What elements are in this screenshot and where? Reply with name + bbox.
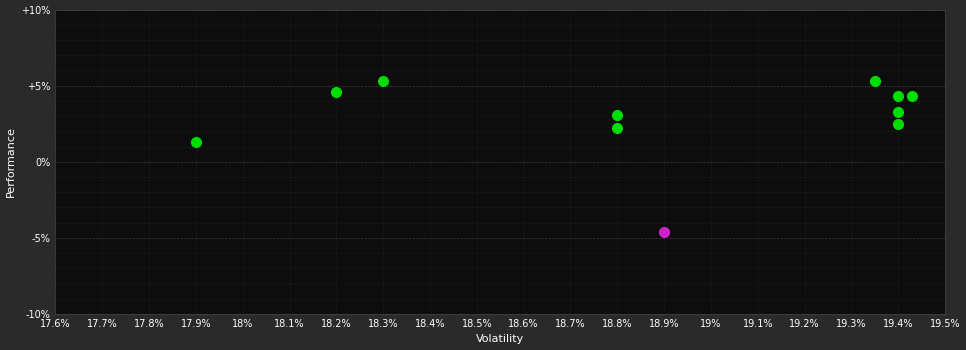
Point: [610, 112, 625, 117]
Point: [904, 93, 920, 99]
Point: [657, 229, 672, 234]
Point: [328, 89, 344, 95]
X-axis label: Volatility: Volatility: [476, 335, 525, 344]
Point: [891, 109, 906, 114]
Point: [867, 78, 883, 84]
Y-axis label: Performance: Performance: [6, 126, 15, 197]
Point: [891, 121, 906, 127]
Point: [188, 139, 204, 145]
Point: [891, 93, 906, 99]
Point: [376, 78, 391, 84]
Point: [610, 126, 625, 131]
